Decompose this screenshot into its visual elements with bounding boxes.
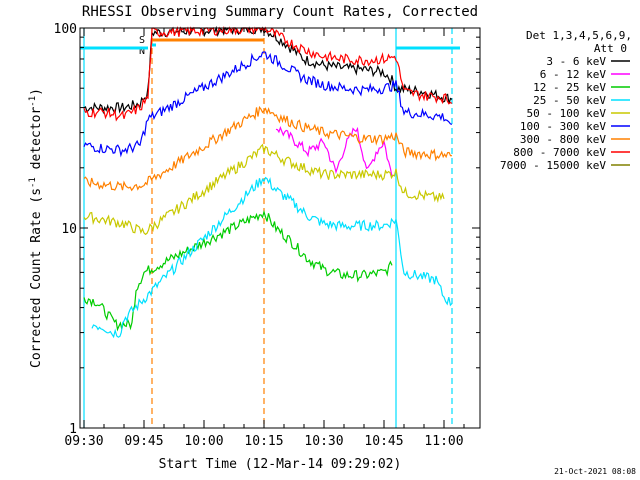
series-line	[83, 209, 393, 332]
chart-title: RHESSI Observing Summary Count Rates, Co…	[82, 4, 478, 20]
legend-header-line2: Att 0	[594, 42, 627, 55]
series-line	[275, 125, 393, 178]
legend-label: 50 - 100 keV	[527, 107, 607, 120]
legend-label: 12 - 25 keV	[533, 81, 606, 94]
legend-label: 3 - 6 keV	[546, 55, 606, 68]
series-line	[83, 51, 453, 158]
x-tick-label: 10:15	[244, 434, 283, 449]
legend-label: 7000 - 15000 keV	[500, 159, 606, 172]
x-tick-label: 10:00	[184, 434, 223, 449]
series-line	[83, 143, 445, 236]
y-tick-label: 100	[54, 22, 77, 37]
flag-label: S	[139, 35, 145, 46]
y-axis-label-end: )	[29, 88, 44, 96]
x-tick-label: 11:00	[424, 434, 463, 449]
x-axis-label: Start Time (12-Mar-14 09:29:02)	[159, 457, 402, 472]
legend-label: 6 - 12 keV	[540, 68, 607, 81]
y-axis-label-mid: detector	[29, 107, 44, 178]
y-tick-label: 1	[69, 422, 77, 437]
y-axis-label-sup1: -1	[28, 177, 38, 188]
y-axis-label-main: Corrected Count Rate (s	[29, 188, 44, 368]
x-tick-label: 10:30	[304, 434, 343, 449]
state-flags: SN	[80, 35, 460, 57]
series-line	[83, 105, 452, 192]
y-axis-label-sup2: -1	[28, 96, 38, 107]
series-layer	[83, 25, 453, 339]
x-tick-label: 10:45	[364, 434, 403, 449]
generated-timestamp: 21-Oct-2021 08:08	[554, 467, 636, 476]
x-axis: 09:30 09:45 10:00 10:15 10:30 10:45 11:00	[64, 28, 465, 449]
x-tick-label: 09:45	[124, 434, 163, 449]
legend-label: 800 - 7000 keV	[513, 146, 606, 159]
y-tick-label: 10	[61, 222, 77, 237]
flag-label: N	[139, 46, 145, 57]
x-tick-label: 09:30	[64, 434, 103, 449]
y-axis: 1 10 100	[54, 22, 480, 437]
series-line	[91, 176, 453, 339]
y-axis-label: Corrected Count Rate (s-1 detector-1)	[28, 88, 44, 368]
legend-label: 25 - 50 keV	[533, 94, 606, 107]
legend-label: 300 - 800 keV	[520, 133, 606, 146]
legend-label: 100 - 300 keV	[520, 120, 606, 133]
legend-header-line1: Det 1,3,4,5,6,9,	[526, 29, 632, 42]
